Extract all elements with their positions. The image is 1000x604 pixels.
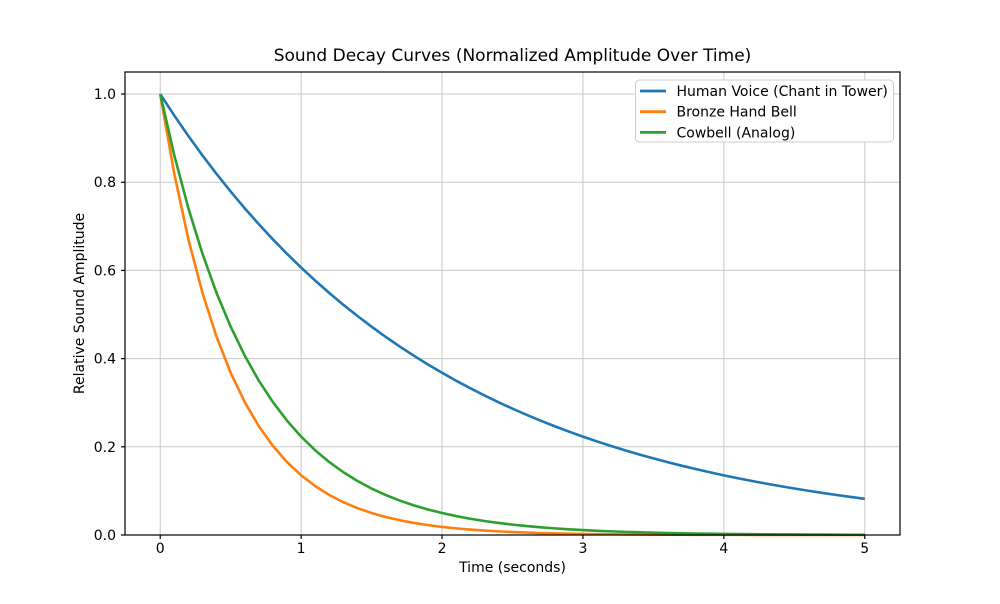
x-tick-label: 2: [438, 541, 447, 557]
legend-label: Cowbell (Analog): [677, 125, 796, 141]
x-tick-label: 3: [578, 541, 587, 557]
legend-item: Human Voice (Chant in Tower): [640, 84, 888, 100]
x-tick-label: 1: [297, 541, 306, 557]
y-tick-label: 0.2: [94, 440, 116, 456]
x-tick-label: 0: [156, 541, 165, 557]
y-tick-label: 1.0: [94, 87, 116, 103]
series-line: [158, 93, 865, 537]
y-tick-label: 0.4: [94, 352, 116, 368]
series-line: [158, 93, 865, 537]
y-tick-label: 0.8: [94, 175, 116, 191]
legend: Human Voice (Chant in Tower) Bronze Hand …: [635, 79, 894, 143]
data-series: [158, 93, 865, 537]
series-line: [159, 93, 865, 501]
legend-label: Human Voice (Chant in Tower): [677, 84, 888, 100]
tick-labels: 0 1 2 3 4 5 0.0 0.2 0.4 0.6 0.8 1.0: [94, 87, 869, 557]
legend-box: [635, 79, 894, 143]
y-tick-label: 0.0: [94, 528, 116, 544]
legend-item: Cowbell (Analog): [640, 125, 795, 141]
legend-label: Bronze Hand Bell: [677, 105, 797, 121]
y-tick-label: 0.6: [94, 263, 116, 279]
axes-frame: [121, 71, 901, 539]
x-axis-label: Time (seconds): [458, 560, 566, 576]
chart-title: Sound Decay Curves (Normalized Amplitude…: [274, 46, 752, 66]
x-tick-label: 5: [860, 541, 869, 557]
legend-item: Bronze Hand Bell: [640, 105, 797, 121]
y-axis-label: Relative Sound Amplitude: [72, 213, 88, 394]
x-tick-label: 4: [719, 541, 728, 557]
plot-border: [124, 71, 901, 536]
